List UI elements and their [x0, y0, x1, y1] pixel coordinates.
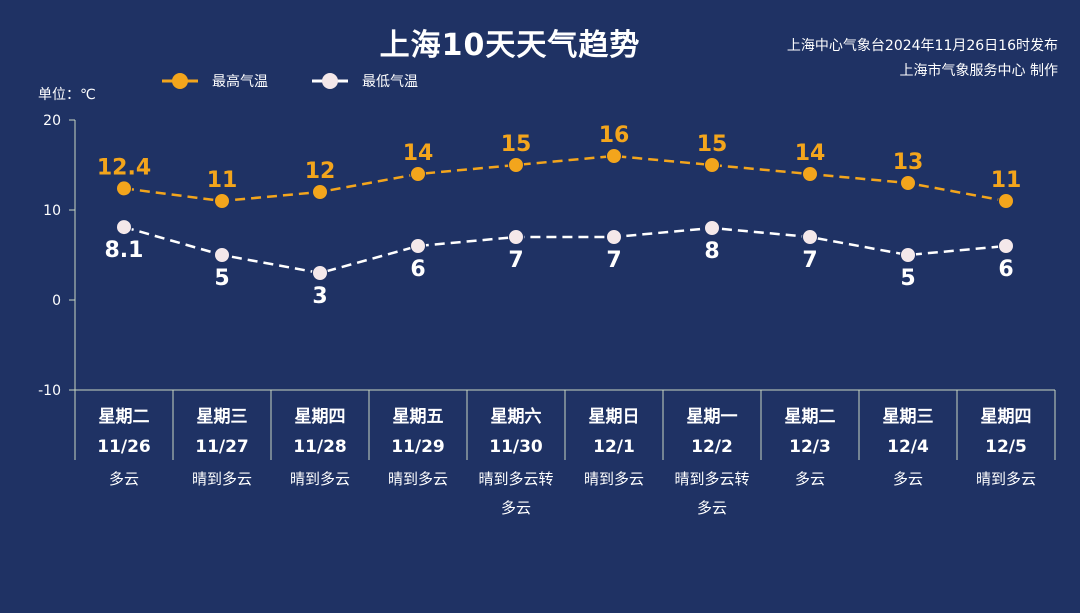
- data-point-low: [312, 265, 328, 281]
- data-label-high: 11: [991, 168, 1022, 193]
- legend-marker-high: [162, 73, 198, 89]
- data-point-low: [704, 220, 720, 236]
- x-tick-date: 11/26: [97, 437, 151, 457]
- x-tick-weekday: 星期三: [883, 407, 934, 427]
- data-label-high: 15: [697, 132, 728, 157]
- data-point-low: [214, 247, 230, 263]
- x-tick-weekday: 星期三: [197, 407, 248, 427]
- data-label-low: 6: [998, 257, 1013, 282]
- data-point-low: [508, 229, 524, 245]
- x-tick-weekday: 星期五: [393, 407, 444, 427]
- data-label-low: 7: [802, 248, 817, 273]
- weather-label: 晴到多云: [976, 470, 1036, 488]
- data-point-high: [704, 157, 720, 173]
- data-point-high: [508, 157, 524, 173]
- data-point-high: [214, 193, 230, 209]
- weather-label: 晴到多云: [388, 470, 448, 488]
- weather-label: 多云: [109, 470, 139, 488]
- weather-label: 多云: [795, 470, 825, 488]
- weather-label: 晴到多云: [192, 470, 252, 488]
- page-title: 上海10天天气趋势: [379, 28, 641, 63]
- x-tick-weekday: 星期六: [491, 406, 542, 427]
- series-line-low: [123, 225, 1007, 275]
- data-label-high: 12.4: [97, 155, 151, 180]
- y-tick-label: -10: [38, 383, 61, 399]
- x-tick-date: 12/4: [887, 437, 929, 457]
- data-label-low: 3: [312, 284, 327, 309]
- legend-label-low: 最低气温: [362, 74, 418, 90]
- x-tick-date: 11/29: [391, 437, 445, 457]
- legend-item-high[interactable]: 最高气温: [160, 70, 268, 92]
- data-label-low: 8.1: [105, 238, 144, 263]
- weather-label: 晴到多云转: [674, 470, 749, 488]
- data-point-low: [900, 247, 916, 263]
- x-tick-weekday: 星期二: [785, 407, 836, 427]
- data-point-low: [998, 238, 1014, 254]
- y-tick-label: 0: [52, 293, 61, 309]
- data-point-high: [802, 166, 818, 182]
- weather-label: 晴到多云转: [478, 470, 553, 488]
- y-tick-label: 10: [43, 203, 61, 219]
- data-label-low: 5: [214, 266, 229, 291]
- weather-label: 多云: [697, 499, 727, 517]
- weather-label: 多云: [893, 470, 923, 488]
- data-point-high: [312, 184, 328, 200]
- legend-label-high: 最高气温: [212, 74, 268, 90]
- data-label-high: 11: [207, 168, 238, 193]
- data-label-low: 5: [900, 266, 915, 291]
- data-label-high: 14: [403, 141, 434, 166]
- x-tick-date: 11/30: [489, 437, 543, 457]
- x-tick-date: 12/1: [593, 437, 635, 457]
- data-label-high: 13: [893, 150, 924, 175]
- data-label-low: 8: [704, 239, 719, 264]
- data-point-high: [410, 166, 426, 182]
- data-point-low: [606, 229, 622, 245]
- data-label-high: 16: [599, 123, 630, 148]
- x-tick-date: 12/2: [691, 437, 733, 457]
- series-line-high: [123, 154, 1007, 203]
- x-tick-date: 12/5: [985, 437, 1027, 457]
- data-point-low: [116, 219, 132, 236]
- x-tick-date: 11/28: [293, 437, 347, 457]
- x-tick-weekday: 星期四: [981, 407, 1032, 427]
- data-label-high: 14: [795, 141, 826, 166]
- data-label-low: 7: [508, 248, 523, 273]
- data-point-high: [900, 175, 916, 191]
- weather-label: 晴到多云: [290, 470, 350, 488]
- issuer-line-1: 上海中心气象台2024年11月26日16时发布: [786, 38, 1058, 54]
- x-tick-date: 12/3: [789, 437, 831, 457]
- x-tick-weekday: 星期四: [295, 407, 346, 427]
- issuer-info: 上海中心气象台2024年11月26日16时发布 上海市气象服务中心 制作: [787, 34, 1058, 84]
- data-label-low: 7: [606, 248, 621, 273]
- issuer-line-2: 上海市气象服务中心 制作: [899, 63, 1058, 79]
- data-point-high: [998, 193, 1014, 209]
- legend-marker-low: [312, 73, 348, 89]
- x-tick-date: 11/27: [195, 437, 249, 457]
- y-tick-label: 20: [43, 113, 61, 129]
- data-point-high: [116, 180, 132, 197]
- data-label-high: 12: [305, 159, 336, 184]
- y-axis-unit-label: 单位：℃: [38, 87, 96, 103]
- weather-label: 晴到多云: [584, 470, 644, 488]
- weather-label: 多云: [501, 499, 531, 517]
- data-point-low: [410, 238, 426, 254]
- x-tick-weekday: 星期二: [99, 407, 150, 427]
- x-tick-weekday: 星期一: [687, 407, 738, 427]
- x-tick-weekday: 星期日: [589, 407, 640, 427]
- data-label-high: 15: [501, 132, 532, 157]
- data-point-high: [606, 148, 622, 164]
- data-point-low: [802, 229, 818, 245]
- data-label-low: 6: [410, 257, 425, 282]
- legend-item-low[interactable]: 最低气温: [310, 70, 418, 92]
